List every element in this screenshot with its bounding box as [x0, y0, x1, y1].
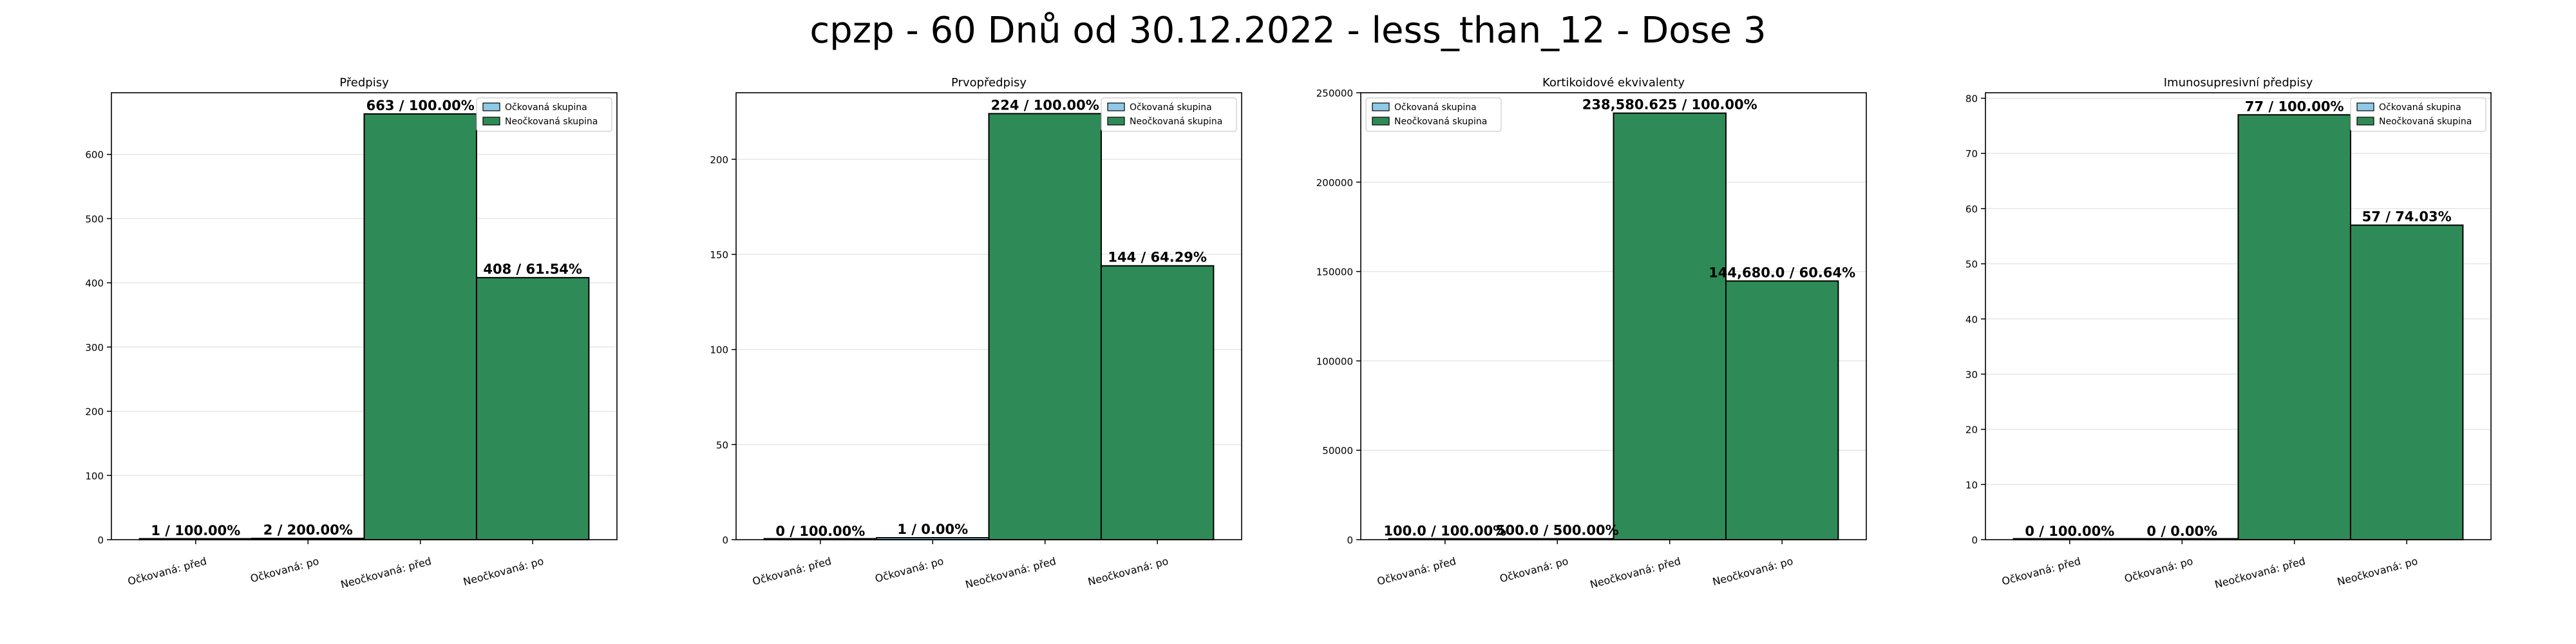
legend-swatch-unvaccinated	[482, 117, 500, 126]
y-tick-label: 0	[1971, 535, 1978, 546]
x-tick-label: Neočkovaná: po	[1711, 555, 1794, 589]
legend-label: Očkovaná skupina	[1394, 102, 1477, 113]
x-tick-label: Očkovaná: před	[751, 555, 833, 588]
legend-box	[2350, 97, 2486, 132]
y-tick-label: 300	[85, 342, 104, 354]
y-tick-label: 50	[1965, 259, 1978, 270]
axes-frame	[1360, 92, 1867, 540]
y-tick-label: 200	[710, 154, 728, 166]
bar-value-label: 2 / 200.00%	[263, 522, 353, 538]
x-tick-label: Neočkovaná: po	[1086, 555, 1170, 589]
x-tick-label: Očkovaná: po	[249, 555, 321, 585]
x-tick-label: Neočkovaná: před	[339, 555, 433, 591]
legend-label: Očkovaná skupina	[1130, 102, 1212, 113]
x-tick-label: Neočkovaná: před	[964, 555, 1057, 591]
legend-label: Neočkovaná skupina	[2379, 117, 2472, 127]
y-tick-label: 500	[85, 213, 104, 225]
bar-value-label: 408 / 61.54%	[483, 261, 582, 277]
y-tick-label: 0	[1347, 535, 1353, 546]
bar-unvaccinated	[2349, 224, 2464, 540]
bar-value-label: 100.0 / 100.00%	[1383, 524, 1506, 539]
legend-swatch-unvaccinated	[2356, 117, 2374, 126]
x-tick-label: Očkovaná: před	[126, 555, 208, 588]
x-tick-label: Očkovaná: před	[2000, 555, 2082, 588]
y-tick-label: 250000	[1316, 88, 1353, 99]
legend-swatch-vaccinated	[1107, 102, 1125, 111]
bar-value-label: 224 / 100.00%	[991, 97, 1099, 113]
y-tick-label: 80	[1965, 93, 1978, 105]
y-tick-label: 60	[1965, 204, 1978, 215]
bar-value-label: 144 / 64.29%	[1108, 250, 1207, 265]
y-tick-label: 10	[1965, 479, 1978, 491]
subplot-title: Imunosupresivní předpisy	[2164, 76, 2313, 90]
y-tick-label: 50000	[1322, 445, 1353, 457]
y-tick-label: 400	[85, 278, 104, 289]
y-tick-label: 200000	[1316, 177, 1353, 189]
bar-value-label: 77 / 100.00%	[2245, 99, 2344, 114]
bar-value-label: 238,580.625 / 100.00%	[1582, 97, 1757, 113]
y-tick-label: 0	[722, 535, 728, 546]
y-tick-label: 600	[85, 149, 104, 161]
bar-unvaccinated	[475, 277, 590, 540]
y-tick-label: 70	[1965, 148, 1978, 160]
x-tick-label: Neočkovaná: po	[2336, 555, 2419, 589]
legend-label: Očkovaná skupina	[505, 102, 587, 113]
bar-unvaccinated	[2237, 114, 2351, 540]
y-tick-label: 150000	[1316, 267, 1353, 278]
subplot-title: Předpisy	[339, 76, 389, 90]
x-tick-label: Neočkovaná: před	[2213, 555, 2307, 591]
axes-frame	[111, 92, 618, 540]
y-tick-label: 20	[1965, 424, 1978, 436]
y-tick-label: 30	[1965, 369, 1978, 381]
legend-box	[1101, 97, 1237, 132]
bar-unvaccinated	[1725, 280, 1839, 540]
x-tick-label: Očkovaná: po	[874, 555, 945, 585]
subplot-title: Prvopředpisy	[951, 76, 1027, 90]
y-tick-label: 200	[85, 406, 104, 418]
legend-box	[1365, 97, 1502, 132]
legend-swatch-unvaccinated	[1107, 117, 1125, 126]
y-tick-label: 100	[710, 345, 728, 356]
legend-label: Neočkovaná skupina	[1394, 117, 1487, 127]
bar-value-label: 500.0 / 500.00%	[1496, 523, 1619, 538]
bar-unvaccinated	[363, 113, 477, 541]
x-tick-label: Neočkovaná: před	[1589, 555, 1682, 591]
subplot-title: Kortikoidové ekvivalenty	[1542, 76, 1685, 90]
y-tick-label: 40	[1965, 314, 1978, 325]
x-tick-label: Očkovaná: po	[1499, 555, 1570, 585]
x-tick-label: Neočkovaná: po	[462, 555, 545, 589]
bar-value-label: 663 / 100.00%	[366, 98, 475, 113]
y-tick-label: 50	[716, 439, 728, 451]
bar-unvaccinated	[988, 113, 1102, 540]
y-tick-label: 100000	[1316, 355, 1353, 367]
bar-unvaccinated	[1613, 112, 1727, 540]
legend-label: Neočkovaná skupina	[1130, 117, 1222, 127]
y-tick-label: 100	[85, 470, 104, 482]
axes-frame	[1985, 92, 2492, 540]
axes-frame	[735, 92, 1242, 540]
bar-value-label: 0 / 100.00%	[775, 524, 865, 539]
bar-value-label: 1 / 100.00%	[151, 523, 240, 538]
y-tick-label: 150	[710, 249, 728, 261]
legend-box	[476, 97, 612, 132]
legend-swatch-vaccinated	[482, 102, 500, 111]
legend-swatch-unvaccinated	[1372, 117, 1390, 126]
legend-label: Neočkovaná skupina	[505, 117, 598, 127]
legend-label: Očkovaná skupina	[2379, 102, 2461, 113]
bar-value-label: 0 / 0.00%	[2146, 524, 2217, 539]
bar-value-label: 1 / 0.00%	[897, 522, 968, 537]
bar-value-label: 57 / 74.03%	[2362, 209, 2452, 225]
bar-value-label: 0 / 100.00%	[2025, 524, 2114, 539]
y-tick-label: 0	[97, 535, 104, 546]
bar-unvaccinated	[1100, 265, 1215, 540]
figure-title: cpzp - 60 Dnů od 30.12.2022 - less_than_…	[810, 10, 1766, 52]
x-tick-label: Očkovaná: po	[2123, 555, 2195, 585]
legend-swatch-vaccinated	[2356, 102, 2374, 111]
legend-swatch-vaccinated	[1372, 102, 1390, 111]
x-tick-label: Očkovaná: před	[1376, 555, 1457, 588]
bar-value-label: 144,680.0 / 60.64%	[1709, 265, 1855, 280]
